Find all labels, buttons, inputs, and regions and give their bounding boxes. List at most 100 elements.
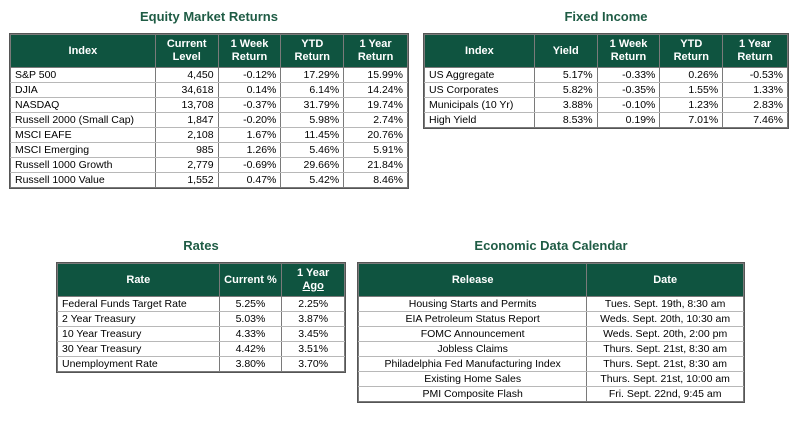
table-row: DJIA 34,618 0.14% 6.14% 14.24% [10, 82, 408, 98]
fixed-header-yield: Yield [533, 34, 598, 68]
cell-year-ago: 3.70% [281, 356, 345, 372]
table-row: PMI Composite Flash Fri. Sept. 22nd, 9:45… [357, 386, 744, 402]
calendar-rows: Housing Starts and Permits Tues. Sept. 19… [357, 296, 744, 402]
cell-ytd: 5.98% [280, 112, 345, 128]
equity-header-ytd: YTD Return [280, 34, 345, 68]
cell-rate: Federal Funds Target Rate [57, 296, 220, 312]
cell-release: Existing Home Sales [357, 371, 588, 387]
cell-rate: Unemployment Rate [57, 356, 220, 372]
cell-year-ago: 3.51% [281, 341, 345, 357]
cell-date: Thurs. Sept. 21st, 8:30 am [586, 341, 744, 357]
table-row: Federal Funds Target Rate 5.25% 2.25% [57, 296, 345, 312]
cell-year: -0.53% [722, 67, 788, 83]
calendar-title: Economic Data Calendar [474, 238, 628, 253]
cell-ytd: 1.55% [659, 82, 724, 98]
cell-year-ago: 2.25% [281, 296, 345, 312]
table-row: Housing Starts and Permits Tues. Sept. 19… [357, 296, 744, 312]
cell-date: Weds. Sept. 20th, 10:30 am [586, 311, 744, 327]
cell-date: Tues. Sept. 19th, 8:30 am [586, 296, 744, 312]
cell-date: Weds. Sept. 20th, 2:00 pm [586, 326, 744, 342]
equity-rows: S&P 500 4,450 -0.12% 17.29% 15.99% DJIA 34,61… [10, 67, 408, 188]
cell-year: 5.91% [343, 142, 408, 158]
rates-header-ago: Ago [302, 280, 324, 292]
table-row: Jobless Claims Thurs. Sept. 21st, 8:30 am [357, 341, 744, 357]
cell-release: FOMC Announcement [357, 326, 588, 342]
cell-release: Housing Starts and Permits [357, 296, 588, 312]
equity-header-week: 1 Week Return [217, 34, 282, 68]
cell-ytd: 29.66% [280, 157, 345, 173]
cell-index: DJIA [10, 82, 156, 98]
cell-week: 0.14% [217, 82, 282, 98]
rates-title: Rates [183, 238, 219, 253]
table-row: NASDAQ 13,708 -0.37% 31.79% 19.74% [10, 97, 408, 113]
cell-level: 34,618 [154, 82, 219, 98]
calendar-header-date: Date [586, 263, 744, 297]
table-row: 30 Year Treasury 4.42% 3.51% [57, 341, 345, 357]
cell-current: 3.80% [218, 356, 283, 372]
table-row: EIA Petroleum Status Report Weds. Sept. 2… [357, 311, 744, 327]
cell-level: 985 [154, 142, 219, 158]
cell-week: -0.69% [217, 157, 282, 173]
cell-ytd: 17.29% [280, 67, 345, 83]
cell-current: 5.03% [218, 311, 283, 327]
table-row: S&P 500 4,450 -0.12% 17.29% 15.99% [10, 67, 408, 83]
cell-week: -0.10% [596, 97, 661, 113]
table-row: MSCI EAFE 2,108 1.67% 11.45% 20.76% [10, 127, 408, 143]
table-row: Municipals (10 Yr) 3.88% -0.10% 1.23% 2.83% [424, 97, 788, 113]
cell-year: 20.76% [343, 127, 408, 143]
cell-year: 1.33% [722, 82, 788, 98]
cell-ytd: 5.46% [280, 142, 345, 158]
cell-ytd: 6.14% [280, 82, 345, 98]
cell-ytd: 0.26% [659, 67, 724, 83]
cell-index: US Aggregate [424, 67, 535, 83]
table-row: US Corporates 5.82% -0.35% 1.55% 1.33% [424, 82, 788, 98]
cell-date: Thurs. Sept. 21st, 8:30 am [586, 356, 744, 372]
cell-ytd: 5.42% [280, 172, 345, 188]
table-row: Russell 2000 (Small Cap) 1,847 -0.20% 5.98%… [10, 112, 408, 128]
fixed-header-ytd: YTD Return [659, 34, 724, 68]
equity-header-year: 1 Year Return [343, 34, 408, 68]
cell-year: 2.83% [722, 97, 788, 113]
cell-week: -0.33% [596, 67, 661, 83]
rates-header-rate: Rate [57, 263, 220, 297]
cell-index: NASDAQ [10, 97, 156, 113]
fixed-header-year: 1 Year Return [722, 34, 788, 68]
table-row: Existing Home Sales Thurs. Sept. 21st, 10… [357, 371, 744, 387]
cell-ytd: 31.79% [280, 97, 345, 113]
cell-level: 1,847 [154, 112, 219, 128]
rates-header-year: 1 Year [297, 267, 330, 279]
cell-week: 0.47% [217, 172, 282, 188]
cell-week: -0.35% [596, 82, 661, 98]
cell-index: Russell 1000 Value [10, 172, 156, 188]
cell-yield: 8.53% [533, 112, 598, 128]
cell-index: High Yield [424, 112, 535, 128]
table-row: 2 Year Treasury 5.03% 3.87% [57, 311, 345, 327]
cell-ytd: 7.01% [659, 112, 724, 128]
cell-ytd: 11.45% [280, 127, 345, 143]
cell-index: MSCI Emerging [10, 142, 156, 158]
cell-level: 2,108 [154, 127, 219, 143]
cell-week: 0.19% [596, 112, 661, 128]
cell-week: 1.26% [217, 142, 282, 158]
cell-level: 4,450 [154, 67, 219, 83]
cell-year: 2.74% [343, 112, 408, 128]
cell-rate: 30 Year Treasury [57, 341, 220, 357]
cell-release: Jobless Claims [357, 341, 588, 357]
cell-date: Fri. Sept. 22nd, 9:45 am [586, 386, 744, 402]
equity-header-level: Current Level [154, 34, 219, 68]
rates-table: Rate Current % 1 Year Ago Federal Funds … [56, 262, 346, 373]
cell-index: US Corporates [424, 82, 535, 98]
table-row: High Yield 8.53% 0.19% 7.01% 7.46% [424, 112, 788, 128]
cell-week: -0.20% [217, 112, 282, 128]
cell-current: 4.33% [218, 326, 283, 342]
table-row: Russell 1000 Growth 2,779 -0.69% 29.66% 21.8… [10, 157, 408, 173]
cell-current: 5.25% [218, 296, 283, 312]
cell-date: Thurs. Sept. 21st, 10:00 am [586, 371, 744, 387]
cell-level: 13,708 [154, 97, 219, 113]
fixed-header-week: 1 Week Return [596, 34, 661, 68]
cell-index: Russell 2000 (Small Cap) [10, 112, 156, 128]
table-row: Unemployment Rate 3.80% 3.70% [57, 356, 345, 372]
cell-yield: 5.17% [533, 67, 598, 83]
cell-week: 1.67% [217, 127, 282, 143]
calendar-table: Release Date Housing Starts and Permits T… [357, 262, 745, 403]
